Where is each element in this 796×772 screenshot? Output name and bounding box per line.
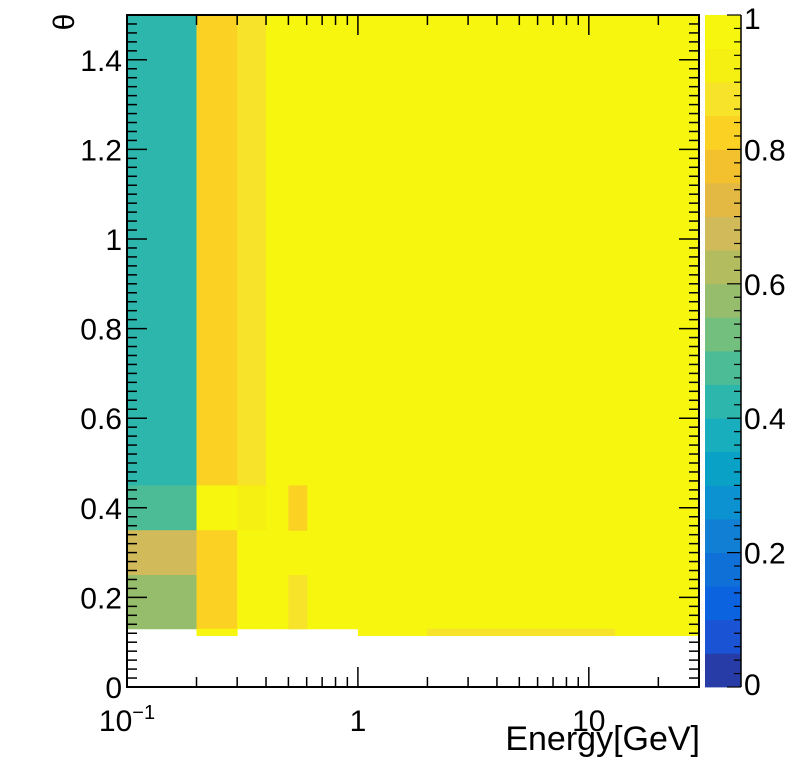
colorbar-tick-label: 1 xyxy=(744,3,761,36)
palette-swatch xyxy=(705,82,741,117)
heatmap-cell xyxy=(127,530,198,576)
heatmap-cell xyxy=(196,15,238,486)
heatmap-cell xyxy=(357,628,428,636)
color-palette xyxy=(705,15,741,688)
heatmap-cell xyxy=(237,485,267,531)
plot-frame xyxy=(126,14,700,688)
y-tick-label: 0.2 xyxy=(80,582,122,615)
palette-swatch xyxy=(705,250,741,285)
plot-border xyxy=(126,14,700,688)
colorbar-tick-label: 0.4 xyxy=(744,403,786,436)
y-tick-label: 0.4 xyxy=(80,493,122,526)
heatmap-cell xyxy=(196,575,238,630)
y-axis-label: θ xyxy=(48,14,81,31)
palette-swatch xyxy=(705,183,741,217)
y-axis-ticks: 0 0.2 0.4 0.6 0.8 1 1.2 1.4 xyxy=(80,14,699,705)
palette-swatch xyxy=(705,48,741,83)
palette-swatch xyxy=(705,552,741,587)
palette-swatch xyxy=(705,519,741,553)
colorbar-tick-label: 0.6 xyxy=(744,269,786,302)
x-axis-label: Energy[GeV] xyxy=(505,720,700,758)
heatmap-cell xyxy=(237,530,267,576)
y-tick-label: 0 xyxy=(105,672,122,705)
palette-swatch xyxy=(705,384,741,419)
palette-swatch xyxy=(705,653,741,688)
heatmap-cell xyxy=(615,628,700,636)
heatmap-cell xyxy=(288,485,308,531)
heatmap-cell xyxy=(237,15,267,486)
y-tick-label: 0.6 xyxy=(80,403,122,436)
palette-swatch xyxy=(705,351,741,385)
y-tick-label: 1.4 xyxy=(80,45,122,78)
x-tick-label: 10−1 xyxy=(99,702,155,738)
x-tick-label: 1 xyxy=(350,705,367,738)
y-tick-label: 1 xyxy=(105,224,122,257)
palette-swatch xyxy=(705,418,741,453)
y-tick-label: 0.8 xyxy=(80,314,122,347)
palette-swatch xyxy=(705,485,741,520)
palette-swatch xyxy=(705,149,741,184)
colorbar-tick-label: 0 xyxy=(744,669,761,702)
heatmap-cell xyxy=(266,15,700,630)
palette-swatch xyxy=(705,15,741,49)
palette-swatch xyxy=(705,317,741,352)
palette-swatch xyxy=(705,283,741,318)
palette-swatch xyxy=(705,216,741,251)
palette-swatch xyxy=(705,619,741,654)
heatmap-cell xyxy=(288,575,308,630)
heatmap-cell xyxy=(127,575,198,630)
heatmap-cell xyxy=(127,15,198,486)
heatmap-cell xyxy=(196,485,238,531)
x-axis-ticks: 10−1 1 10 xyxy=(99,15,700,738)
palette-swatch xyxy=(705,451,741,486)
heatmap-cell xyxy=(237,575,267,630)
colorbar-ticks: 0 0.2 0.4 0.6 0.8 1 xyxy=(727,3,786,702)
heatmap-cells xyxy=(127,15,700,636)
y-tick-label: 1.2 xyxy=(80,134,122,167)
palette-swatch xyxy=(705,586,741,621)
x-tick-label: 10 xyxy=(572,705,605,738)
heatmap-cell xyxy=(427,628,616,636)
colorbar-tick-label: 0.2 xyxy=(744,538,786,571)
palette-swatch xyxy=(705,115,741,150)
heatmap-cell xyxy=(196,530,238,576)
heatmap-cell xyxy=(196,628,238,636)
colorbar-tick-label: 0.8 xyxy=(744,134,786,167)
